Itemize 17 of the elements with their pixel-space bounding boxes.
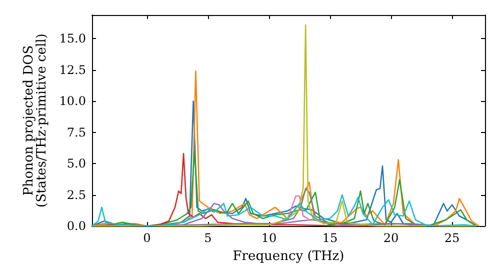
x-tick-label: 0 — [143, 231, 151, 245]
y-tick-label: 7.5 — [66, 125, 86, 140]
x-tick-label: 10 — [261, 231, 277, 245]
x-axis-title: Frequency (THz) — [232, 249, 344, 264]
y-tick-label: 10.0 — [59, 94, 86, 108]
x-tick-label: 25 — [444, 231, 460, 245]
y-tick-label: 2.5 — [66, 188, 86, 202]
y-tick-label: 15.0 — [59, 32, 86, 46]
y-tick-label: 0.0 — [66, 219, 86, 233]
y-tick-label: 5.0 — [66, 156, 86, 171]
y-axis-title: Phonon projected DOS (States/THz·primitive cell) — [21, 33, 50, 208]
x-tick-label: 15 — [322, 231, 338, 245]
line-series — [286, 195, 309, 220]
line-series — [91, 194, 478, 227]
x-tick-label: 20 — [383, 231, 399, 245]
x-tick-label: 5 — [204, 231, 212, 245]
y-tick-label: 12.5 — [59, 62, 86, 77]
